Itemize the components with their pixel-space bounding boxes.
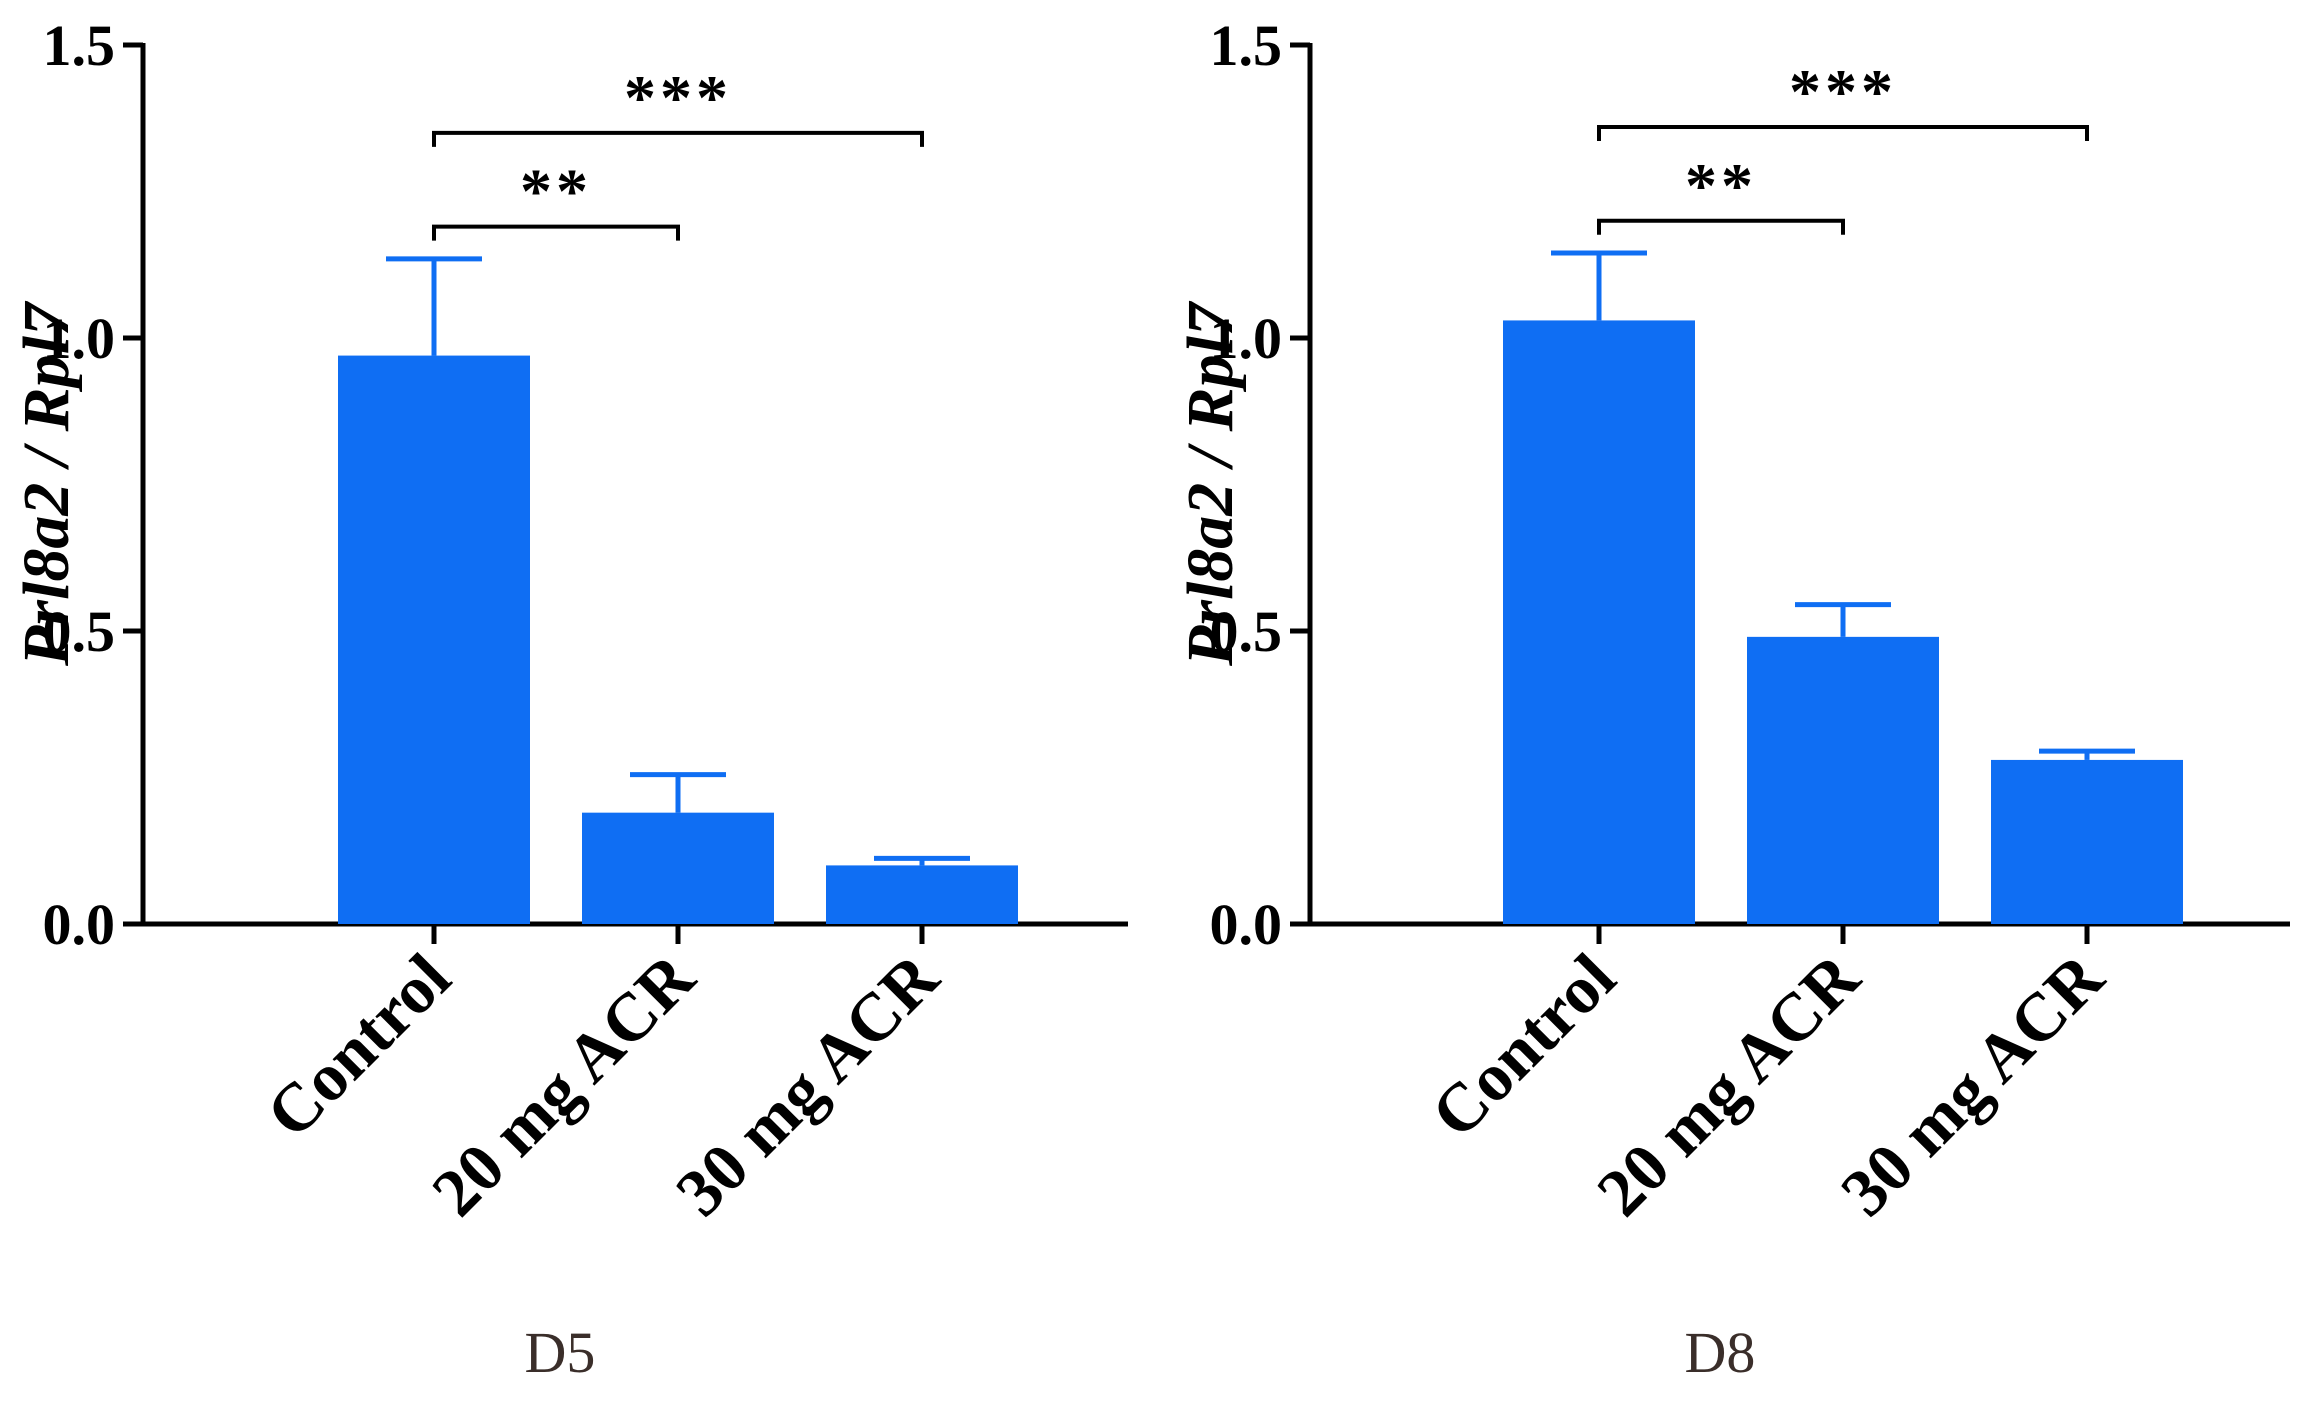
bar-30-mg-acr xyxy=(826,865,1018,924)
significance-marker: ** xyxy=(520,156,592,227)
y-tick-label: 0.0 xyxy=(43,892,116,957)
bar-20-mg-acr xyxy=(582,812,774,924)
y-tick-label: 1.0 xyxy=(1210,306,1283,371)
panel-title: D5 xyxy=(525,1320,596,1385)
significance-bracket xyxy=(1597,218,1845,235)
significance-marker: ** xyxy=(1685,150,1757,221)
x-category-label: Control xyxy=(251,939,464,1152)
y-tick-label: 0.5 xyxy=(43,599,116,664)
bar-control xyxy=(1503,320,1695,924)
y-tick-label: 1.0 xyxy=(43,306,116,371)
significance-bracket xyxy=(432,224,680,241)
significance-marker: *** xyxy=(1789,56,1897,127)
y-axis-label: Prl8a2 / Rpl7 xyxy=(1174,300,1247,667)
bar-20-mg-acr xyxy=(1747,636,1939,924)
x-category-label: Control xyxy=(1416,939,1629,1152)
y-tick-label: 0.0 xyxy=(1210,892,1283,957)
panel-title: D8 xyxy=(1685,1320,1756,1385)
y-tick-label: 1.5 xyxy=(1210,13,1283,78)
significance-marker: *** xyxy=(624,62,732,133)
bar-control xyxy=(338,355,530,925)
x-category-label: 30 mg ACR xyxy=(661,938,953,1230)
y-tick-label: 1.5 xyxy=(43,13,116,78)
y-tick-label: 0.5 xyxy=(1210,599,1283,664)
bar-30-mg-acr xyxy=(1991,759,2183,924)
x-category-label: 30 mg ACR xyxy=(1826,938,2118,1230)
x-category-label: 20 mg ACR xyxy=(1582,938,1874,1230)
y-axis-label: Prl8a2 / Rpl7 xyxy=(10,300,83,667)
x-category-label: 20 mg ACR xyxy=(417,938,709,1230)
significance-bracket xyxy=(432,130,924,147)
significance-bracket xyxy=(1597,125,2089,142)
